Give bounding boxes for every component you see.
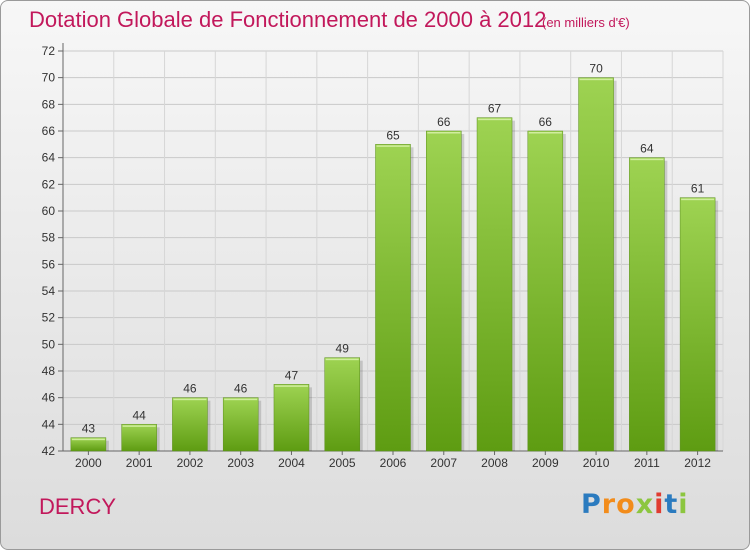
bar-2000	[70, 437, 107, 452]
x-tick-label: 2009	[532, 456, 559, 470]
y-tick-label: 66	[42, 124, 56, 138]
bar-2001	[121, 424, 157, 452]
y-tick-label: 44	[42, 417, 56, 431]
bar-highlight	[325, 358, 359, 361]
y-tick-label: 42	[42, 444, 56, 458]
value-label: 61	[691, 182, 705, 196]
chart-unit: (en milliers d'€)	[542, 15, 630, 30]
x-tick-label: 2005	[329, 456, 356, 470]
bar-2010	[578, 77, 614, 452]
bar-highlight	[528, 132, 562, 134]
bar-highlight	[427, 132, 461, 134]
bar-highlight	[681, 198, 715, 201]
bar-highlight	[122, 425, 156, 427]
x-tick-label: 2012	[684, 456, 711, 470]
chart-title: Dotation Globale de Fonctionnement de 20…	[29, 7, 547, 32]
y-tick-label: 72	[42, 44, 56, 58]
value-label: 67	[488, 102, 502, 116]
value-label: 44	[132, 408, 146, 422]
bar-highlight	[579, 78, 613, 81]
bar-2007	[426, 130, 462, 452]
value-label: 66	[539, 115, 553, 129]
bar-2003	[222, 397, 259, 452]
bars	[70, 77, 719, 452]
bar-highlight	[274, 385, 308, 387]
y-tick-label: 68	[42, 97, 56, 111]
x-tick-label: 2008	[481, 456, 508, 470]
value-label: 64	[640, 142, 654, 156]
bar-highlight	[376, 145, 410, 147]
x-tick-label: 2011	[634, 456, 660, 470]
bar-2012	[679, 197, 716, 452]
value-label: 47	[285, 368, 299, 382]
value-label: 46	[234, 382, 248, 396]
proxiti-logo: Proxiti	[581, 489, 689, 520]
bar-2002	[172, 397, 208, 452]
x-tick-label: 2002	[177, 456, 204, 470]
bar-2011	[629, 157, 665, 452]
labels: 42 44 46 48 50 52 54 56 58 60 62 64 66 68 70 72 43 2000 44…	[42, 44, 712, 470]
bar-2009	[527, 130, 564, 452]
x-tick-label: 2004	[278, 456, 305, 470]
y-tick-label: 62	[42, 177, 56, 191]
bar-2004	[273, 384, 310, 452]
bar-highlight	[478, 118, 512, 121]
value-label: 70	[589, 62, 603, 76]
x-tick-label: 2010	[583, 456, 610, 470]
y-tick-label: 60	[42, 204, 56, 218]
value-label: 46	[183, 382, 197, 396]
bar-highlight	[224, 398, 258, 401]
value-label: 43	[82, 422, 96, 436]
y-tick-label: 70	[42, 71, 56, 85]
x-tick-label: 2000	[75, 456, 102, 470]
bar-highlight	[173, 398, 207, 401]
y-tick-label: 64	[42, 151, 56, 165]
value-label: 65	[386, 128, 400, 142]
bar-2006	[375, 144, 411, 452]
city-name: DERCY	[39, 494, 117, 519]
x-tick-label: 2007	[430, 456, 457, 470]
bar-2008	[476, 117, 513, 452]
y-tick-label: 56	[42, 257, 56, 271]
y-tick-label: 58	[42, 231, 56, 245]
y-tick-label: 48	[42, 364, 56, 378]
x-tick-label: 2003	[227, 456, 254, 470]
y-tick-label: 50	[42, 337, 56, 351]
value-label: 66	[437, 115, 451, 129]
value-label: 49	[336, 342, 350, 356]
bar-2005	[324, 357, 360, 452]
x-tick-label: 2001	[126, 456, 153, 470]
y-tick-label: 52	[42, 311, 56, 325]
x-tick-label: 2006	[380, 456, 407, 470]
y-tick-label: 54	[42, 284, 56, 298]
bar-highlight	[630, 158, 664, 161]
y-tick-label: 46	[42, 391, 56, 405]
bar-highlight	[71, 438, 105, 441]
